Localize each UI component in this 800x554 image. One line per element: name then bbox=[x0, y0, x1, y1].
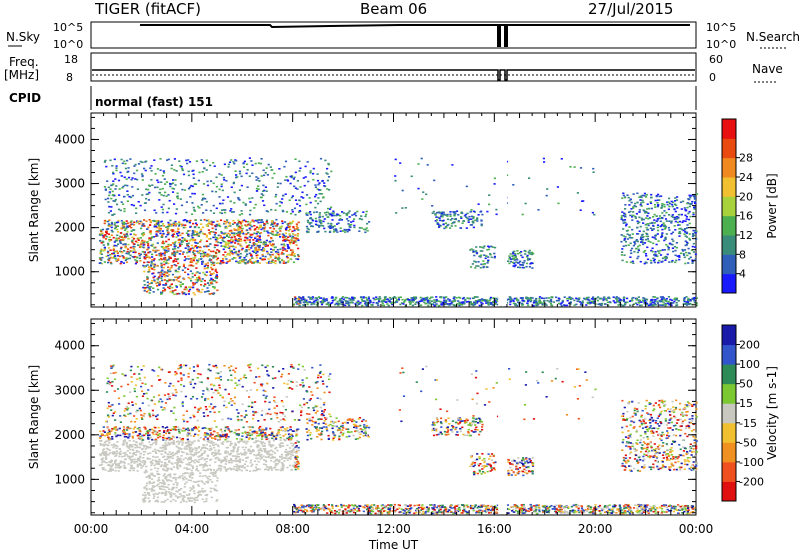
velocity-ytick-label-3: 4000 bbox=[54, 339, 85, 353]
velocity-ytick-label-0: 1000 bbox=[54, 472, 85, 486]
velocity-cb-label-0: 200 bbox=[739, 339, 760, 352]
nsky-tick-bottom: 10^0 bbox=[53, 38, 83, 51]
power-ylabel: Slant Range [km] bbox=[27, 158, 41, 262]
cpid-label: CPID bbox=[9, 91, 41, 105]
freq-unit-label: [MHz] bbox=[4, 68, 39, 82]
power-colorbar-seg-5 bbox=[722, 177, 736, 197]
velocity-colorbar-seg-4 bbox=[722, 403, 736, 424]
radar-title: TIGER (fitACF) bbox=[94, 0, 201, 18]
velocity-frame bbox=[90, 318, 697, 516]
velocity-cb-label-5: -50 bbox=[739, 436, 757, 449]
time-tick-label-6: 00:00 bbox=[679, 522, 714, 536]
date-label: 27/Jul/2015 bbox=[588, 0, 673, 18]
velocity-gap bbox=[498, 320, 507, 514]
power-cb-label-1: 8 bbox=[739, 248, 746, 261]
power-colorbar-frame bbox=[721, 118, 737, 294]
nsearch-tick-bottom: 10^0 bbox=[706, 38, 736, 51]
nsky-trace bbox=[140, 24, 690, 47]
time-tick-label-5: 20:00 bbox=[578, 522, 613, 536]
nsearch-label: N.Search bbox=[746, 30, 800, 44]
power-ytick-label-2: 3000 bbox=[54, 177, 85, 191]
power-colorbar-seg-8 bbox=[722, 119, 736, 139]
power-cb-label-0: 4 bbox=[739, 268, 746, 281]
velocity-colorbar-seg-6 bbox=[722, 364, 736, 385]
power-colorbar-label: Power [dB] bbox=[765, 173, 779, 238]
velocity-cb-label-6: -100 bbox=[739, 456, 764, 469]
velocity-scatter bbox=[98, 363, 699, 515]
power-ytick-label-1: 2000 bbox=[54, 221, 85, 235]
power-ytick-label-0: 1000 bbox=[54, 265, 85, 279]
nsky-label: N.Sky bbox=[6, 30, 40, 44]
velocity-colorbar-label: Velocity [m s-1] bbox=[765, 366, 779, 460]
velocity-cb-label-4: -15 bbox=[739, 417, 757, 430]
velocity-ylabel: Slant Range [km] bbox=[27, 365, 41, 469]
velocity-panel: 1000 2000 3000 4000 Slant Range [km] 200 100 50… bbox=[27, 318, 779, 516]
nsearch-tick-top: 10^5 bbox=[706, 21, 736, 34]
power-cb-label-6: 28 bbox=[739, 152, 753, 165]
freq-tick-bottom: 8 bbox=[66, 71, 73, 84]
velocity-colorbar-seg-7 bbox=[722, 344, 736, 365]
velocity-cb-label-2: 50 bbox=[739, 378, 753, 391]
time-axis: 00:00 04:00 08:00 12:00 16:00 20:00 00:00 Time … bbox=[74, 522, 714, 552]
velocity-colorbar-seg-2 bbox=[722, 442, 736, 463]
power-panel: 1000 2000 3000 4000 Slant Range [km] 4 8 12 16 20… bbox=[27, 112, 779, 308]
time-tick-label-3: 12:00 bbox=[376, 522, 411, 536]
power-colorbar-seg-2 bbox=[722, 235, 736, 255]
velocity-ytick-label-1: 2000 bbox=[54, 428, 85, 442]
freq-label: Freq. bbox=[9, 55, 39, 69]
power-colorbar-seg-0 bbox=[722, 273, 736, 294]
velocity-cb-label-1: 100 bbox=[739, 358, 760, 371]
cpid-value: normal (fast) 151 bbox=[95, 95, 213, 109]
nsky-tick-top: 10^5 bbox=[53, 21, 83, 34]
power-scatter bbox=[98, 157, 699, 307]
freq-panel-frame bbox=[90, 52, 697, 82]
power-cb-label-4: 20 bbox=[739, 190, 753, 203]
power-gap bbox=[498, 114, 507, 306]
power-colorbar-seg-3 bbox=[722, 215, 736, 236]
power-cb-label-5: 24 bbox=[739, 171, 753, 184]
velocity-colorbar-seg-3 bbox=[722, 422, 736, 443]
velocity-colorbar: 200 100 50 15 -15 -50 -100 -200 Velocity [m s-1] bbox=[721, 324, 779, 502]
time-axis-label: Time UT bbox=[368, 538, 419, 552]
time-tick-label-4: 16:00 bbox=[477, 522, 512, 536]
power-colorbar-seg-1 bbox=[722, 254, 736, 275]
beam-label: Beam 06 bbox=[360, 0, 427, 18]
velocity-colorbar-seg-8 bbox=[722, 325, 736, 346]
velocity-ytick-label-2: 3000 bbox=[54, 383, 85, 397]
nsky-panel-frame bbox=[90, 21, 697, 49]
time-tick-label-0: 00:00 bbox=[74, 522, 109, 536]
nave-tick-top: 60 bbox=[709, 53, 723, 66]
velocity-cb-label-7: -200 bbox=[739, 475, 764, 488]
velocity-colorbar-seg-0 bbox=[722, 481, 736, 502]
velocity-cb-label-3: 15 bbox=[739, 397, 753, 410]
power-ytick-label-3: 4000 bbox=[54, 132, 85, 146]
velocity-colorbar-seg-5 bbox=[722, 383, 736, 404]
power-frame bbox=[90, 112, 697, 308]
freq-tick-top: 18 bbox=[64, 53, 78, 66]
power-colorbar: 4 8 12 16 20 24 28 Power [dB] bbox=[721, 118, 779, 294]
time-tick-label-2: 08:00 bbox=[275, 522, 310, 536]
time-tick-label-1: 04:00 bbox=[175, 522, 210, 536]
velocity-colorbar-seg-1 bbox=[722, 461, 736, 482]
power-colorbar-seg-6 bbox=[722, 157, 736, 178]
nave-label: Nave bbox=[752, 62, 783, 76]
power-cb-label-3: 16 bbox=[739, 210, 753, 223]
power-colorbar-seg-4 bbox=[722, 196, 736, 217]
nave-tick-bottom: 0 bbox=[709, 71, 716, 84]
power-cb-label-2: 12 bbox=[739, 229, 753, 242]
power-colorbar-seg-7 bbox=[722, 138, 736, 159]
velocity-colorbar-frame bbox=[721, 324, 737, 502]
